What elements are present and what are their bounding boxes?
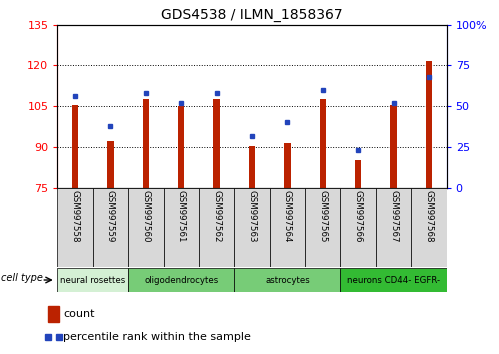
Text: GSM997564: GSM997564	[283, 190, 292, 242]
Text: neurons CD44- EGFR-: neurons CD44- EGFR-	[347, 275, 440, 285]
Bar	[340, 188, 376, 267]
Bar	[305, 188, 340, 267]
Text: GSM997562: GSM997562	[212, 190, 221, 242]
Text: GSM997568: GSM997568	[425, 190, 434, 242]
Text: GSM997565: GSM997565	[318, 190, 327, 242]
Text: count: count	[63, 309, 95, 319]
Bar	[249, 145, 255, 188]
Bar	[235, 188, 269, 267]
Bar	[376, 188, 411, 267]
Bar	[284, 143, 290, 188]
Bar	[390, 105, 397, 188]
Bar	[214, 99, 220, 188]
Bar	[57, 268, 128, 292]
Text: GSM997561: GSM997561	[177, 190, 186, 242]
Text: GSM997563: GSM997563	[248, 190, 256, 242]
Bar	[426, 62, 432, 188]
Bar	[411, 188, 447, 267]
Bar	[178, 106, 185, 188]
Bar	[340, 268, 447, 292]
Text: percentile rank within the sample: percentile rank within the sample	[63, 332, 251, 342]
Bar	[164, 188, 199, 267]
Text: astrocytes: astrocytes	[265, 275, 310, 285]
Text: neural rosettes: neural rosettes	[60, 275, 125, 285]
Bar	[93, 188, 128, 267]
Text: oligodendrocytes: oligodendrocytes	[144, 275, 219, 285]
Bar	[128, 268, 235, 292]
Bar	[48, 306, 59, 321]
Bar	[355, 160, 361, 188]
Bar	[143, 99, 149, 188]
Title: GDS4538 / ILMN_1858367: GDS4538 / ILMN_1858367	[161, 8, 343, 22]
Bar	[269, 188, 305, 267]
Bar	[128, 188, 164, 267]
Text: GSM997567: GSM997567	[389, 190, 398, 242]
Text: cell type: cell type	[1, 273, 43, 282]
Text: GSM997558: GSM997558	[70, 190, 79, 242]
Text: GSM997560: GSM997560	[141, 190, 150, 242]
Text: GSM997559: GSM997559	[106, 190, 115, 242]
Bar	[107, 142, 114, 188]
Bar	[235, 268, 340, 292]
Text: GSM997566: GSM997566	[354, 190, 363, 242]
Bar	[199, 188, 235, 267]
Bar	[72, 105, 78, 188]
Bar	[57, 188, 93, 267]
Bar	[319, 99, 326, 188]
